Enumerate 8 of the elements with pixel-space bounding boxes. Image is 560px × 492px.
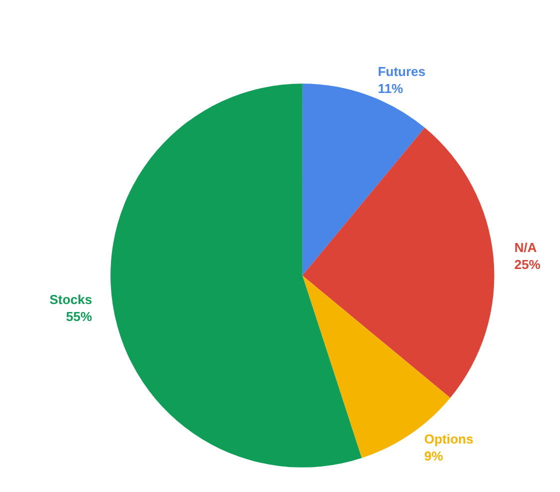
slice-label: N/A [514, 240, 538, 255]
data-label: 25% [514, 256, 541, 272]
data-label: 55% [66, 309, 93, 324]
slice-label: Futures [378, 64, 426, 79]
data-label: 9% [424, 448, 444, 464]
slice-label: Stocks [49, 292, 92, 308]
slice-label: Options [424, 431, 474, 446]
data-label: 11% [378, 80, 404, 96]
